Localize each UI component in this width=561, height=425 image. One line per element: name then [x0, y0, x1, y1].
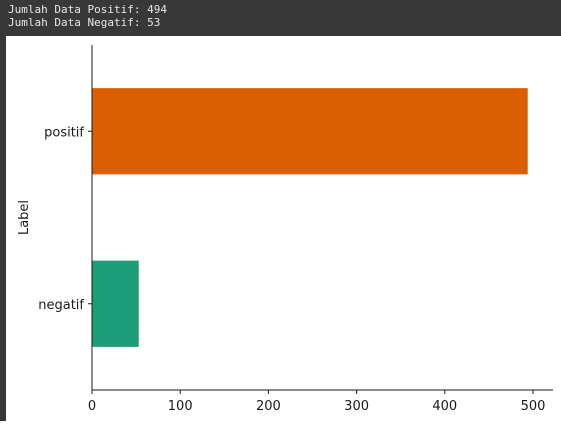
output-console: Jumlah Data Positif: 494 Jumlah Data Neg… — [0, 0, 561, 36]
x-tick-label-400: 400 — [432, 399, 457, 414]
bar-chart: negatif positif 0 100 200 300 400 500 Label — [17, 45, 553, 414]
y-tick-label-positif: positif — [44, 125, 84, 140]
y-axis-label: Label — [17, 200, 32, 235]
x-tick-label-100: 100 — [168, 399, 193, 414]
console-line-negatif: Jumlah Data Negatif: 53 — [8, 16, 161, 29]
chart-output: negatif positif 0 100 200 300 400 500 Label — [6, 36, 561, 421]
x-tick-label-0: 0 — [88, 399, 96, 414]
bar-positif — [92, 88, 528, 175]
x-tick-label-200: 200 — [256, 399, 281, 414]
y-tick-label-negatif: negatif — [38, 298, 84, 313]
x-tick-label-300: 300 — [344, 399, 369, 414]
console-line-positif: Jumlah Data Positif: 494 — [8, 3, 167, 16]
x-tick-label-500: 500 — [521, 399, 546, 414]
cell-left-border — [0, 36, 6, 421]
bar-negatif — [92, 260, 139, 347]
